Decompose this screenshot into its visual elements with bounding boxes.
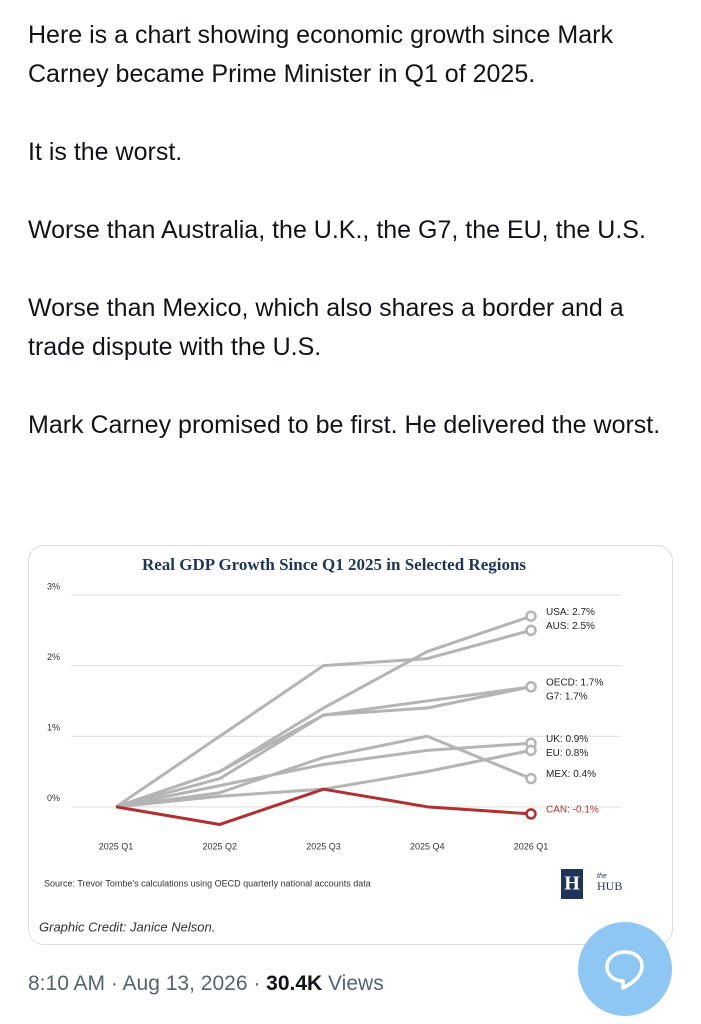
y-tick-label: 2% xyxy=(47,652,60,662)
x-tick-label: 2026 Q1 xyxy=(514,841,549,851)
y-tick-label: 1% xyxy=(47,723,60,733)
paragraph: Worse than Australia, the U.K., the G7, … xyxy=(28,216,646,244)
paragraph: Worse than Mexico, which also shares a b… xyxy=(28,294,624,361)
end-marker xyxy=(525,772,537,785)
reply-icon xyxy=(605,950,644,990)
end-marker xyxy=(525,681,537,693)
views-label: Views xyxy=(322,972,384,995)
y-tick-label: 0% xyxy=(47,793,60,803)
logo-letter: H xyxy=(564,873,580,895)
reply-button[interactable] xyxy=(578,922,672,1016)
tweet-meta: 8:10 AM · Aug 13, 2026 · 30.4K Views xyxy=(28,972,384,996)
tweet-text: Here is a chart showing economic growth … xyxy=(28,16,678,484)
y-tick-label: 3% xyxy=(47,581,60,591)
series-label: AUS: 2.5% xyxy=(546,621,595,632)
end-marker xyxy=(525,624,537,637)
series-line xyxy=(115,614,532,809)
series-label: MEX: 0.4% xyxy=(546,769,596,780)
series-label: USA: 2.7% xyxy=(546,607,595,618)
chart-card: Real GDP Growth Since Q1 2025 in Selecte… xyxy=(28,545,673,945)
series-line xyxy=(115,741,532,809)
logo-small: the xyxy=(597,873,607,880)
series-label: EU: 0.8% xyxy=(546,748,588,759)
series-label: UK: 0.9% xyxy=(546,734,588,745)
chart-title: Real GDP Growth Since Q1 2025 in Selecte… xyxy=(142,555,526,574)
x-tick-label: 2025 Q2 xyxy=(202,841,237,851)
paragraph: It is the worst. xyxy=(28,138,183,166)
end-marker xyxy=(525,808,537,820)
credit: Graphic Credit: Janice Nelson. xyxy=(39,919,215,934)
series-line xyxy=(115,628,532,809)
paragraph: Here is a chart showing economic growth … xyxy=(28,21,613,88)
logo-box xyxy=(561,869,583,899)
views-count: 30.4K xyxy=(266,972,323,995)
series-label: OECD: 1.7% xyxy=(546,677,603,688)
series-label: G7: 1.7% xyxy=(546,691,588,702)
end-marker xyxy=(525,744,537,757)
x-tick-label: 2025 Q3 xyxy=(306,841,341,851)
series-line xyxy=(115,734,532,809)
logo-name: HUB xyxy=(597,879,622,893)
end-marker xyxy=(525,610,537,622)
x-tick-label: 2025 Q1 xyxy=(99,841,134,851)
series-line xyxy=(115,685,532,809)
x-tick-label: 2025 Q4 xyxy=(410,841,445,851)
paragraph: Mark Carney promised to be first. He del… xyxy=(28,411,661,439)
timestamp: 8:10 AM · Aug 13, 2026 · xyxy=(28,972,267,995)
chart: Real GDP Growth Since Q1 2025 in Selecte… xyxy=(39,555,622,935)
source: Source: Trevor Tombe's calculations usin… xyxy=(44,878,371,888)
series-label: CAN: -0.1% xyxy=(546,805,599,816)
series-line xyxy=(115,787,532,826)
